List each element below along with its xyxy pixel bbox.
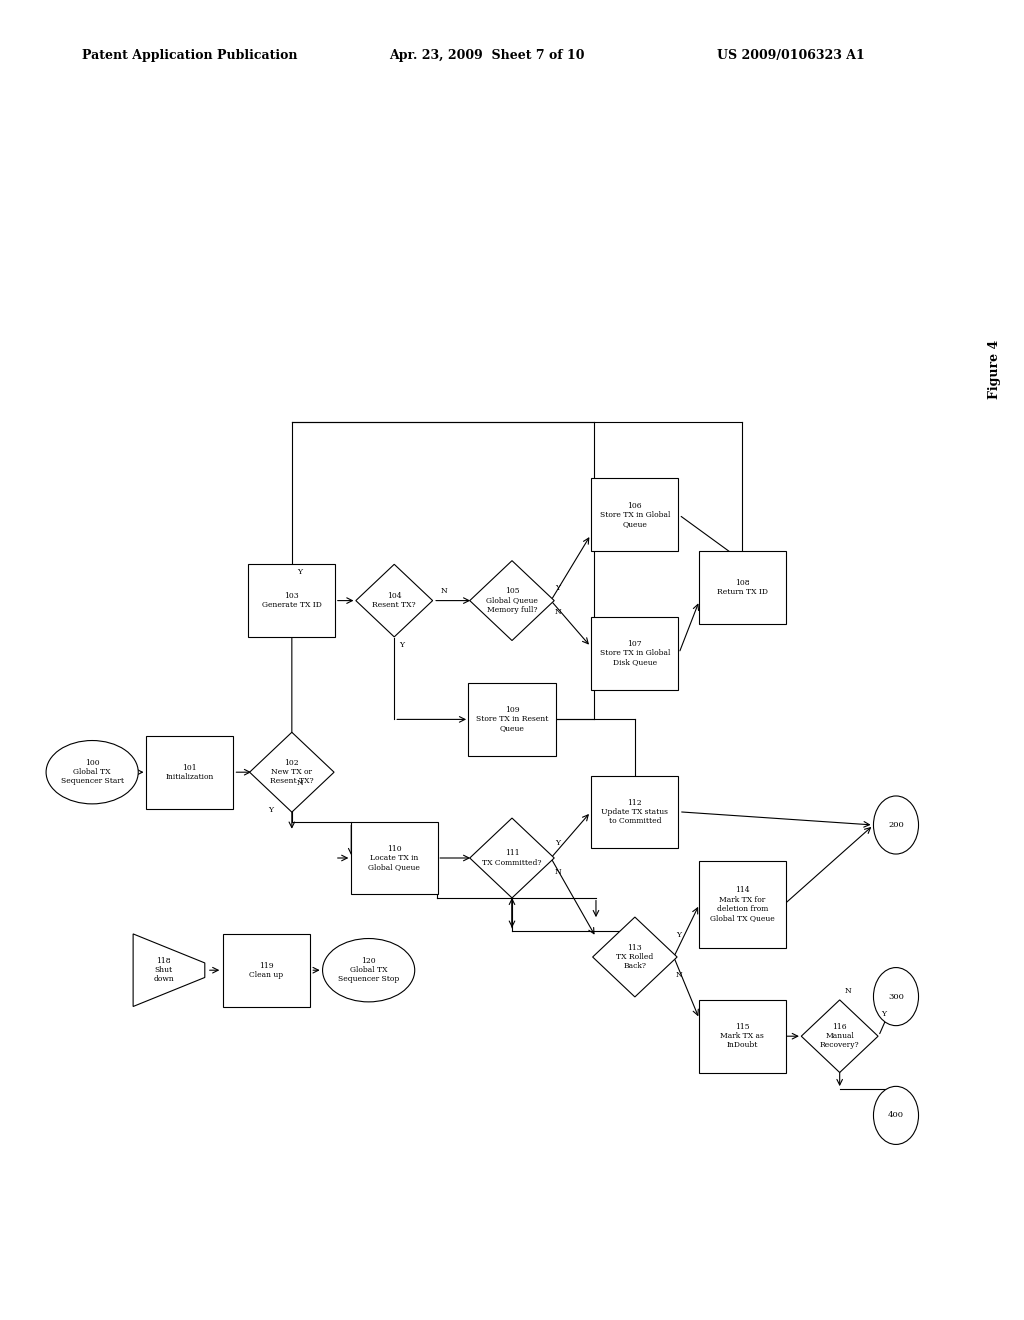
FancyBboxPatch shape — [698, 1001, 786, 1072]
FancyBboxPatch shape — [698, 550, 786, 623]
Text: 114
Mark TX for
deletion from
Global TX Queue: 114 Mark TX for deletion from Global TX … — [710, 887, 775, 921]
Text: 102
New TX or
Resent TX?: 102 New TX or Resent TX? — [270, 759, 313, 785]
Text: N: N — [845, 986, 852, 995]
Text: 111
TX Committed?: 111 TX Committed? — [482, 849, 542, 867]
Polygon shape — [470, 818, 554, 898]
Text: 100
Global TX
Sequencer Start: 100 Global TX Sequencer Start — [60, 759, 124, 785]
Polygon shape — [801, 1001, 878, 1072]
Text: Apr. 23, 2009  Sheet 7 of 10: Apr. 23, 2009 Sheet 7 of 10 — [389, 49, 585, 62]
Text: Y: Y — [676, 931, 681, 940]
Text: Y: Y — [881, 1010, 886, 1019]
FancyBboxPatch shape — [592, 478, 678, 552]
Text: 108
Return TX ID: 108 Return TX ID — [717, 578, 768, 597]
Circle shape — [873, 796, 919, 854]
FancyBboxPatch shape — [592, 618, 678, 689]
Text: N: N — [440, 586, 447, 595]
Text: N: N — [297, 779, 304, 788]
Text: 200: 200 — [888, 821, 904, 829]
FancyBboxPatch shape — [698, 861, 786, 948]
Ellipse shape — [46, 741, 138, 804]
Text: Y: Y — [555, 583, 560, 593]
Text: Y: Y — [268, 805, 273, 814]
Text: 113
TX Rolled
Back?: 113 TX Rolled Back? — [616, 944, 653, 970]
FancyBboxPatch shape — [145, 737, 232, 808]
Text: N: N — [555, 607, 562, 616]
Text: 109
Store TX in Resent
Queue: 109 Store TX in Resent Queue — [476, 706, 548, 733]
Ellipse shape — [323, 939, 415, 1002]
Text: 104
Resent TX?: 104 Resent TX? — [373, 591, 416, 610]
Polygon shape — [356, 565, 432, 636]
Text: 116
Manual
Recovery?: 116 Manual Recovery? — [820, 1023, 859, 1049]
Text: 106
Store TX in Global
Queue: 106 Store TX in Global Queue — [600, 502, 670, 528]
Text: 112
Update TX status
to Committed: 112 Update TX status to Committed — [601, 799, 669, 825]
Text: US 2009/0106323 A1: US 2009/0106323 A1 — [717, 49, 864, 62]
Circle shape — [873, 1086, 919, 1144]
FancyBboxPatch shape — [592, 776, 678, 849]
Polygon shape — [250, 733, 334, 812]
FancyBboxPatch shape — [223, 935, 309, 1006]
Text: 105
Global Queue
Memory full?: 105 Global Queue Memory full? — [486, 587, 538, 614]
FancyBboxPatch shape — [469, 684, 555, 755]
Text: 118
Shut
down: 118 Shut down — [154, 957, 174, 983]
Text: 119
Clean up: 119 Clean up — [249, 961, 284, 979]
Text: 103
Generate TX ID: 103 Generate TX ID — [262, 591, 322, 610]
Polygon shape — [593, 917, 677, 997]
Text: 101
Initialization: 101 Initialization — [165, 763, 214, 781]
Text: N: N — [676, 970, 683, 979]
Text: Figure 4: Figure 4 — [988, 341, 1001, 399]
Text: Y: Y — [555, 838, 560, 847]
Text: Patent Application Publication: Patent Application Publication — [82, 49, 297, 62]
Text: 300: 300 — [888, 993, 904, 1001]
Text: 110
Locate TX in
Global Queue: 110 Locate TX in Global Queue — [369, 845, 420, 871]
Text: Y: Y — [297, 568, 302, 577]
FancyBboxPatch shape — [350, 821, 438, 895]
Polygon shape — [133, 935, 205, 1006]
Polygon shape — [470, 561, 554, 640]
Text: Y: Y — [399, 640, 404, 649]
Circle shape — [873, 968, 919, 1026]
Text: N: N — [555, 867, 562, 876]
Text: 400: 400 — [888, 1111, 904, 1119]
Text: 115
Mark TX as
InDoubt: 115 Mark TX as InDoubt — [721, 1023, 764, 1049]
Text: 107
Store TX in Global
Disk Queue: 107 Store TX in Global Disk Queue — [600, 640, 670, 667]
FancyBboxPatch shape — [248, 564, 335, 636]
Text: 120
Global TX
Sequencer Stop: 120 Global TX Sequencer Stop — [338, 957, 399, 983]
